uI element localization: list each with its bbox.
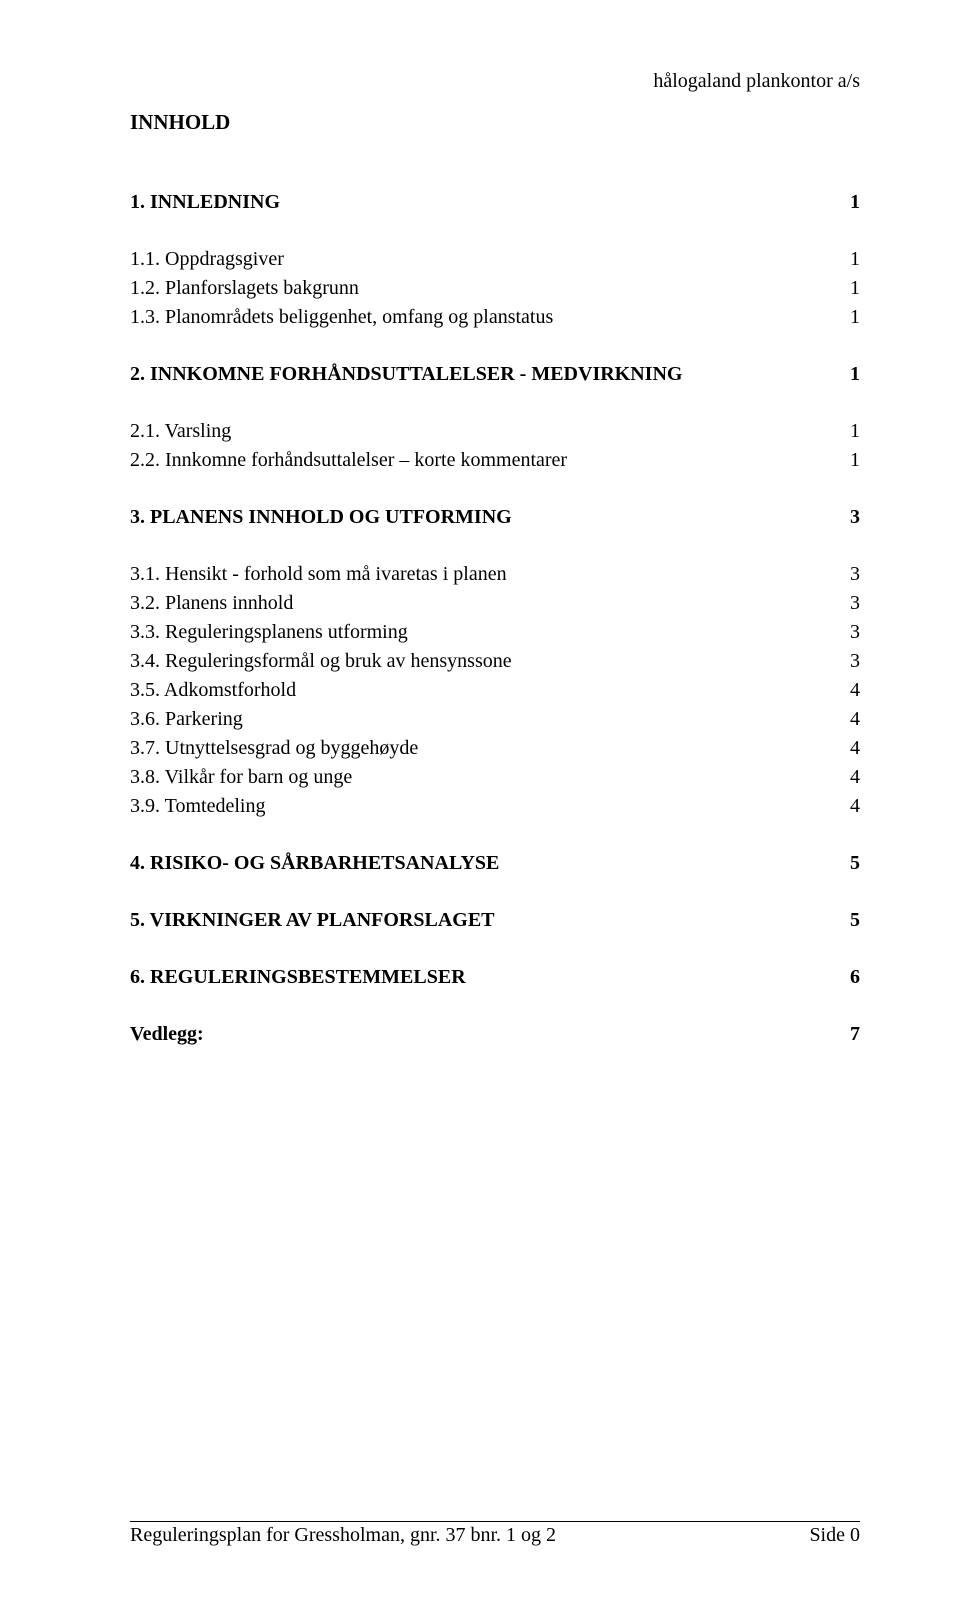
toc-gap	[130, 391, 860, 419]
toc-page: 1	[830, 448, 860, 473]
toc-label: 3.7. Utnyttelsesgrad og byggehøyde	[130, 736, 830, 761]
toc-page: 4	[830, 736, 860, 761]
toc-label: 3.1. Hensikt - forhold som må ivaretas i…	[130, 562, 830, 587]
toc-label: 3. PLANENS INNHOLD OG UTFORMING	[130, 505, 830, 530]
toc-label: 6. REGULERINGSBESTEMMELSER	[130, 965, 830, 990]
toc-page: 6	[830, 965, 860, 990]
toc-row: 3.2. Planens innhold3	[130, 591, 860, 616]
toc-page: 1	[830, 247, 860, 272]
toc-row: 3. PLANENS INNHOLD OG UTFORMING3	[130, 505, 860, 530]
toc-row: 4. RISIKO- OG SÅRBARHETSANALYSE5	[130, 851, 860, 876]
toc-page: 1	[830, 362, 860, 387]
page-title: INNHOLD	[130, 110, 860, 135]
toc-gap	[130, 994, 860, 1022]
toc-label: Vedlegg:	[130, 1022, 830, 1047]
toc-gap	[130, 534, 860, 562]
toc-gap	[130, 937, 860, 965]
toc-row: 3.7. Utnyttelsesgrad og byggehøyde4	[130, 736, 860, 761]
toc-label: 3.5. Adkomstforhold	[130, 678, 830, 703]
toc-page: 3	[830, 649, 860, 674]
toc-row: 5. VIRKNINGER AV PLANFORSLAGET5	[130, 908, 860, 933]
toc-label: 1.2. Planforslagets bakgrunn	[130, 276, 830, 301]
toc-page: 4	[830, 707, 860, 732]
toc-page: 3	[830, 562, 860, 587]
toc-page: 4	[830, 794, 860, 819]
page-header-company: hålogaland plankontor a/s	[653, 70, 860, 93]
toc-row: 3.9. Tomtedeling4	[130, 794, 860, 819]
toc-page: 1	[830, 190, 860, 215]
toc-label: 3.3. Reguleringsplanens utforming	[130, 620, 830, 645]
toc-label: 3.6. Parkering	[130, 707, 830, 732]
table-of-contents: 1. INNLEDNING11.1. Oppdragsgiver11.2. Pl…	[130, 190, 860, 1047]
toc-page: 5	[830, 908, 860, 933]
toc-label: 2. INNKOMNE FORHÅNDSUTTALELSER - MEDVIRK…	[130, 362, 830, 387]
toc-row: 1.2. Planforslagets bakgrunn1	[130, 276, 860, 301]
toc-page: 1	[830, 276, 860, 301]
toc-gap	[130, 880, 860, 908]
toc-row: 3.1. Hensikt - forhold som må ivaretas i…	[130, 562, 860, 587]
toc-label: 3.4. Reguleringsformål og bruk av hensyn…	[130, 649, 830, 674]
toc-row: 3.5. Adkomstforhold4	[130, 678, 860, 703]
toc-label: 4. RISIKO- OG SÅRBARHETSANALYSE	[130, 851, 830, 876]
toc-gap	[130, 334, 860, 362]
toc-page: 1	[830, 305, 860, 330]
toc-label: 1.3. Planområdets beliggenhet, omfang og…	[130, 305, 830, 330]
toc-row: 2.2. Innkomne forhåndsuttalelser – korte…	[130, 448, 860, 473]
toc-row: 1.1. Oppdragsgiver1	[130, 247, 860, 272]
toc-row: 2.1. Varsling1	[130, 419, 860, 444]
footer-right: Side 0	[809, 1524, 860, 1547]
toc-gap	[130, 823, 860, 851]
toc-page: 1	[830, 419, 860, 444]
toc-page: 7	[830, 1022, 860, 1047]
toc-label: 1.1. Oppdragsgiver	[130, 247, 830, 272]
toc-row: 3.6. Parkering4	[130, 707, 860, 732]
toc-label: 5. VIRKNINGER AV PLANFORSLAGET	[130, 908, 830, 933]
toc-row: 1.3. Planområdets beliggenhet, omfang og…	[130, 305, 860, 330]
toc-label: 3.9. Tomtedeling	[130, 794, 830, 819]
toc-page: 3	[830, 505, 860, 530]
toc-row: Vedlegg:7	[130, 1022, 860, 1047]
toc-page: 3	[830, 620, 860, 645]
footer-left: Reguleringsplan for Gressholman, gnr. 37…	[130, 1524, 556, 1547]
page-footer: Reguleringsplan for Gressholman, gnr. 37…	[130, 1521, 860, 1547]
toc-row: 3.4. Reguleringsformål og bruk av hensyn…	[130, 649, 860, 674]
toc-label: 1. INNLEDNING	[130, 190, 830, 215]
toc-label: 3.8. Vilkår for barn og unge	[130, 765, 830, 790]
toc-gap	[130, 477, 860, 505]
toc-page: 4	[830, 678, 860, 703]
toc-row: 6. REGULERINGSBESTEMMELSER6	[130, 965, 860, 990]
toc-label: 2.2. Innkomne forhåndsuttalelser – korte…	[130, 448, 830, 473]
toc-page: 3	[830, 591, 860, 616]
toc-label: 2.1. Varsling	[130, 419, 830, 444]
toc-page: 5	[830, 851, 860, 876]
toc-gap	[130, 219, 860, 247]
toc-page: 4	[830, 765, 860, 790]
toc-row: 3.3. Reguleringsplanens utforming3	[130, 620, 860, 645]
toc-row: 3.8. Vilkår for barn og unge4	[130, 765, 860, 790]
toc-row: 1. INNLEDNING1	[130, 190, 860, 215]
toc-label: 3.2. Planens innhold	[130, 591, 830, 616]
toc-row: 2. INNKOMNE FORHÅNDSUTTALELSER - MEDVIRK…	[130, 362, 860, 387]
